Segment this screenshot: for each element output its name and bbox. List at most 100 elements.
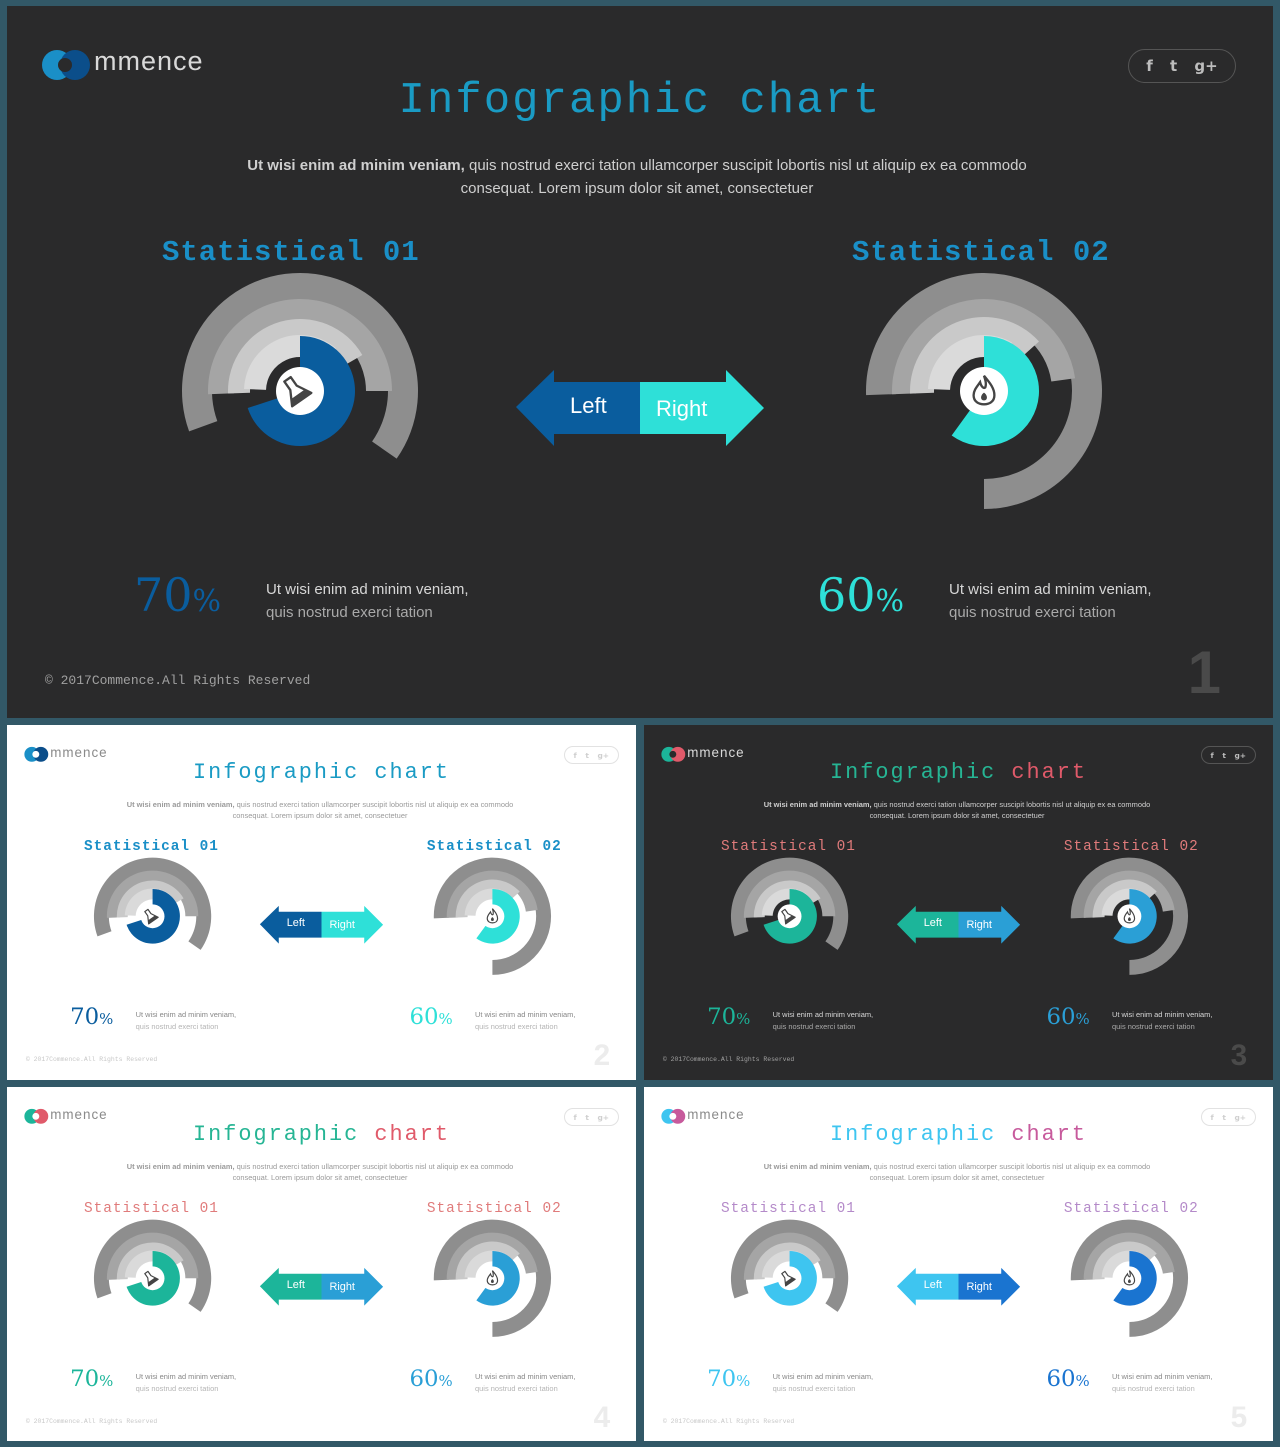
social-links[interactable]: f t g+ (1200, 746, 1256, 765)
stat2-percent: 60% (409, 1004, 452, 1030)
twitter-icon[interactable]: t (585, 1112, 589, 1122)
donut-ring-2 (892, 299, 1076, 395)
logo-text: mmence (50, 744, 108, 760)
slide-5[interactable]: mmence f t g+ Infographic chart Ut wisi enim … (644, 1087, 1273, 1441)
stat1-title: Statistical 01 (84, 839, 219, 856)
facebook-icon[interactable]: f (1210, 750, 1214, 760)
copyright-icon: © (45, 673, 53, 688)
chart1-donut (730, 1219, 849, 1312)
twitter-icon[interactable]: t (585, 750, 589, 760)
left-right-arrow[interactable] (7, 6, 764, 446)
social-links[interactable]: f t g+ (1200, 1108, 1256, 1127)
chart1-donut (93, 857, 212, 950)
flask-icon (144, 1270, 159, 1287)
slide-2[interactable]: mmence f t g+ Infographic chart Ut wisi enim … (7, 725, 636, 1080)
arrow-left-label: Left (286, 1279, 305, 1292)
donut-ring-3 (227, 319, 363, 394)
description-line-2: consequat. Lorem ipsum dolor sit amet, c… (232, 810, 408, 820)
logo-mark-icon (24, 746, 49, 762)
donut-ring-1 (730, 857, 849, 950)
flask-icon (781, 908, 796, 925)
stat2-description-line-1: Ut wisi enim ad minim veniam, (949, 581, 1152, 598)
facebook-icon[interactable]: f (1146, 57, 1153, 75)
donut-ring-2 (1083, 870, 1175, 918)
left-right-arrow[interactable] (644, 1087, 1021, 1306)
page-title: Infographic chart (7, 760, 636, 785)
logo-mark-icon (42, 50, 90, 80)
stat2-title: Statistical 02 (1063, 1201, 1199, 1218)
facebook-icon[interactable]: f (1210, 1112, 1214, 1122)
facebook-icon[interactable]: f (573, 1112, 577, 1122)
page-title: Infographic chart (644, 1122, 1273, 1147)
slide-number: 4 (593, 1401, 611, 1434)
google-plus-icon[interactable]: g+ (597, 750, 610, 760)
stat1-percent: 70% (70, 1004, 113, 1030)
left-right-arrow[interactable] (644, 725, 1021, 944)
copyright-text: 2017Commence.All Rights Reserved (33, 1056, 158, 1064)
donut-accent-value (951, 336, 1039, 446)
stat1-description: Ut wisi enim ad minim veniam, quis nostru… (773, 1371, 873, 1394)
donut-accent-value (1113, 1250, 1157, 1306)
stat1-percent: 70% (707, 1366, 750, 1392)
slide-3[interactable]: mmence f t g+ Infographic chart Ut wisi enim … (644, 725, 1273, 1080)
social-links[interactable]: f t g+ (1128, 49, 1236, 83)
title-word-2: chart (1011, 1121, 1087, 1147)
copyright-icon: © (25, 1056, 30, 1064)
stat2-percent-sign: % (875, 584, 905, 619)
social-links[interactable]: f t g+ (563, 1108, 619, 1127)
google-plus-icon[interactable]: g+ (1194, 57, 1218, 75)
stat2-percent: 60% (1046, 1004, 1089, 1030)
stat2-description-line-2: quis nostrud exerci tation (949, 604, 1116, 621)
flame-icon (1123, 908, 1136, 924)
copyright-footer: © 2017Commence.All Rights Reserved (663, 1418, 794, 1425)
title-word-1: Infographic (829, 759, 997, 785)
stat1-description-line-1: Ut wisi enim ad minim veniam, (135, 1010, 237, 1020)
stat1-percent-sign: % (736, 1010, 751, 1029)
slide-4[interactable]: mmence f t g+ Infographic chart Ut wisi enim … (7, 1087, 636, 1441)
google-plus-icon[interactable]: g+ (1234, 1112, 1247, 1122)
title-word-1: Infographic (192, 759, 360, 785)
donut-accent-value (126, 888, 180, 944)
arrow-left-half (259, 1267, 322, 1306)
stat2-description-line-2: quis nostrud exerci tation (475, 1383, 558, 1393)
chart1-donut (182, 273, 419, 459)
stat1-description-line-2: quis nostrud exerci tation (266, 604, 433, 621)
left-right-arrow[interactable] (7, 725, 384, 944)
left-right-arrow[interactable] (7, 1087, 384, 1306)
arrow-left-label: Left (570, 393, 607, 418)
twitter-icon[interactable]: t (1222, 750, 1226, 760)
donut-ring-2 (1083, 1232, 1175, 1280)
twitter-icon[interactable]: t (1222, 1112, 1226, 1122)
stat1-title: Statistical 01 (162, 236, 420, 269)
donut-accent-value (126, 1250, 180, 1306)
donut-accent-value (247, 336, 355, 446)
donut-center (140, 904, 165, 929)
arrow-right-half (640, 370, 764, 446)
stat2-description-line-2: quis nostrud exerci tation (1112, 1383, 1195, 1393)
logo-mark-icon (661, 746, 686, 762)
donut-ring-3 (116, 880, 184, 918)
stat2-percent-value: 60 (409, 1366, 439, 1393)
stat2-title: Statistical 02 (852, 236, 1110, 269)
slide-number: 5 (1230, 1401, 1248, 1434)
copyright-text: 2017Commence.All Rights Reserved (60, 673, 311, 688)
google-plus-icon[interactable]: g+ (1234, 750, 1247, 760)
social-links[interactable]: f t g+ (563, 746, 619, 765)
stat2-description-line-2: quis nostrud exerci tation (475, 1021, 558, 1031)
logo-mark-icon (24, 1108, 49, 1124)
facebook-icon[interactable]: f (573, 750, 577, 760)
donut-center (777, 904, 802, 929)
slide-1[interactable]: mmence f t g+ Infographic chart Ut wisi enim … (7, 6, 1273, 718)
stat1-percent-sign: % (99, 1372, 114, 1391)
page-title: Infographic chart (644, 760, 1273, 785)
stat1-percent: 70% (134, 568, 221, 622)
flask-icon (283, 375, 313, 408)
arrow-right-label: Right (329, 918, 355, 931)
twitter-icon[interactable]: t (1170, 57, 1178, 75)
stat2-description-line-1: Ut wisi enim ad minim veniam, (1112, 1010, 1213, 1020)
google-plus-icon[interactable]: g+ (597, 1112, 610, 1122)
description-bold: Ut wisi enim ad minim veniam, (126, 1161, 235, 1171)
flame-icon (486, 1270, 499, 1286)
stat1-percent-value: 70 (70, 1366, 100, 1393)
description-bold: Ut wisi enim ad minim veniam, (126, 799, 235, 809)
